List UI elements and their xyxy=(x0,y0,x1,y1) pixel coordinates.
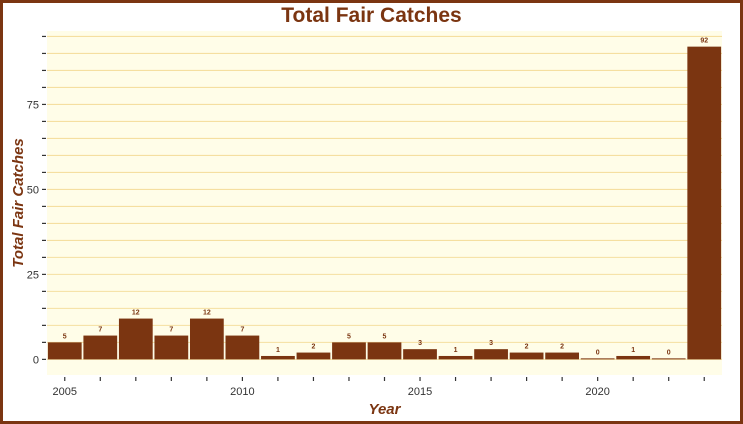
data-label-2010: 7 xyxy=(240,327,244,334)
bar-2021 xyxy=(616,355,651,360)
bar-2006 xyxy=(83,335,118,360)
bar-2007 xyxy=(118,318,153,360)
bar-2008 xyxy=(154,335,189,360)
x-tick-label: 2005 xyxy=(53,386,77,398)
data-label-2022: 0 xyxy=(667,349,671,356)
chart-title: Total Fair Catches xyxy=(281,4,462,27)
data-label-2013: 5 xyxy=(347,333,351,340)
y-tick-label: 75 xyxy=(27,99,39,111)
data-label-2020: 0 xyxy=(596,349,600,356)
data-label-2021: 1 xyxy=(631,347,635,354)
y-tick-label: 25 xyxy=(27,269,39,281)
grid-lines xyxy=(47,35,722,360)
data-label-2017: 3 xyxy=(489,340,493,347)
data-label-2009: 12 xyxy=(203,310,211,317)
bar-2023 xyxy=(687,46,722,360)
data-label-2007: 12 xyxy=(132,310,140,317)
data-label-2015: 3 xyxy=(418,340,422,347)
y-tick-label: 0 xyxy=(33,354,39,366)
bar-2016 xyxy=(438,355,473,360)
plot-panel xyxy=(47,31,722,375)
bar-2017 xyxy=(474,349,508,360)
data-label-2008: 7 xyxy=(169,327,173,334)
data-label-2019: 2 xyxy=(560,344,564,351)
data-label-2016: 1 xyxy=(454,347,458,354)
x-tick-label: 2010 xyxy=(230,386,254,398)
bar-2014 xyxy=(367,342,402,360)
bar-2022 xyxy=(651,358,686,360)
y-axis-title: Total Fair Catches xyxy=(10,138,27,267)
data-label-2018: 2 xyxy=(525,344,529,351)
data-label-2005: 5 xyxy=(63,333,67,340)
bar-2009 xyxy=(189,318,224,360)
bar-2015 xyxy=(403,349,437,360)
x-tick-label: 2020 xyxy=(585,386,609,398)
bar-2019 xyxy=(545,352,580,360)
bar-2020 xyxy=(580,358,615,360)
data-label-2011: 1 xyxy=(276,347,280,354)
bars xyxy=(47,46,722,360)
x-axis-title: Year xyxy=(369,401,402,418)
bar-2011 xyxy=(261,355,295,360)
y-tick-label: 50 xyxy=(27,184,39,196)
data-label-2023: 92 xyxy=(700,38,708,45)
data-label-2012: 2 xyxy=(311,344,315,351)
bar-2005 xyxy=(47,342,82,360)
data-label-2014: 5 xyxy=(383,333,387,340)
bar-2012 xyxy=(296,352,331,360)
data-label-2006: 7 xyxy=(98,327,102,334)
bar-2018 xyxy=(509,352,544,360)
x-tick-label: 2015 xyxy=(408,386,432,398)
bar-2010 xyxy=(225,335,260,360)
bar-2013 xyxy=(332,342,366,360)
